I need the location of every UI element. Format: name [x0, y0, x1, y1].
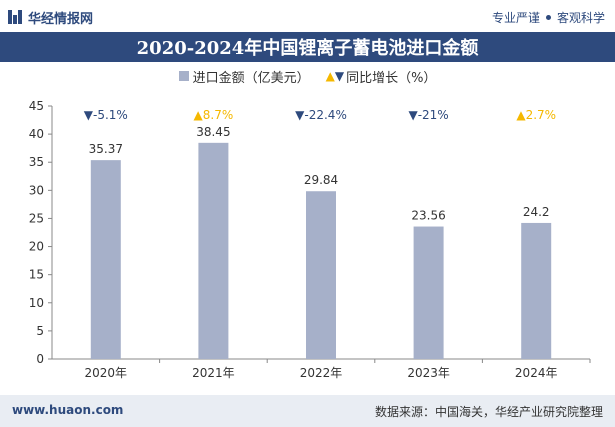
top-bar: 华经情报网 专业严谨 客观科学: [0, 0, 615, 32]
bar: [521, 222, 552, 359]
y-tick-label: 40: [29, 127, 44, 141]
chart-title: 2020-2024年中国锂离子蓄电池进口金额: [136, 38, 479, 59]
growth-value: 8.7%: [203, 108, 234, 122]
brand: 华经情报网: [8, 8, 94, 27]
growth-value: 2.7%: [526, 108, 557, 122]
down-triangle-icon: ▼: [408, 108, 418, 122]
up-triangle-icon: ▲: [194, 108, 204, 122]
footer-source: 数据来源：中国海关，华经产业研究院整理: [374, 405, 603, 419]
legend-label-import: 进口金额（亿美元）: [192, 70, 310, 86]
title-bar: 2020-2024年中国锂离子蓄电池进口金额: [0, 32, 615, 62]
footer: www.huaon.com 数据来源：中国海关，华经产业研究院整理: [0, 395, 615, 427]
x-tick-label: 2022年: [300, 366, 343, 380]
data-label: 35.37: [89, 142, 123, 156]
y-tick-label: 20: [29, 240, 44, 254]
tagline-left: 专业严谨: [491, 11, 540, 25]
data-label: 29.84: [304, 173, 338, 187]
x-tick-label: 2021年: [192, 366, 235, 380]
y-tick-label: 15: [29, 268, 44, 282]
bar-chart-logo-icon: [8, 10, 22, 24]
growth-value: -5.1%: [93, 108, 128, 122]
data-label: 38.45: [196, 125, 230, 139]
data-label: 24.2: [523, 205, 550, 219]
x-tick-label: 2024年: [515, 366, 558, 380]
data-label: 23.56: [411, 209, 445, 223]
legend-swatch: [178, 71, 189, 81]
y-tick-label: 10: [29, 296, 44, 310]
footer-url: www.huaon.com: [12, 403, 124, 417]
bar: [413, 226, 444, 359]
legend-label-growth: 同比增长（%）: [346, 70, 437, 86]
up-triangle-icon: ▲: [516, 108, 526, 122]
x-tick-label: 2023年: [407, 366, 450, 380]
growth-value: -22.4%: [304, 108, 346, 122]
growth-label: ▲2.7%: [516, 108, 556, 122]
y-tick-label: 5: [36, 324, 44, 338]
y-tick-label: 30: [29, 183, 44, 197]
y-tick-label: 45: [29, 99, 44, 113]
x-tick-label: 2020年: [85, 366, 128, 380]
bar: [90, 160, 121, 359]
brand-name: 华经情报网: [28, 11, 94, 27]
growth-label: ▼-22.4%: [295, 108, 347, 122]
growth-value: -21%: [418, 108, 449, 122]
bar: [198, 142, 229, 359]
tagline: 专业严谨 客观科学: [492, 9, 605, 26]
legend: 进口金额（亿美元） ▲▼ 同比增长（%）: [0, 66, 615, 86]
growth-label: ▼-5.1%: [84, 108, 128, 122]
growth-label: ▲8.7%: [194, 108, 234, 122]
down-triangle-icon: ▼: [84, 108, 94, 122]
y-tick-label: 35: [29, 155, 44, 169]
legend-item-import: 进口金额（亿美元）: [178, 67, 310, 86]
growth-label: ▼-21%: [408, 108, 448, 122]
y-tick-label: 0: [36, 352, 44, 366]
bar: [306, 191, 336, 359]
tagline-right: 客观科学: [556, 11, 605, 25]
down-triangle-icon: ▼: [295, 108, 305, 122]
dot-separator-icon: [545, 15, 551, 20]
legend-item-growth: ▲▼ 同比增长（%）: [326, 67, 437, 86]
up-down-triangle-icon: ▲▼: [325, 69, 345, 83]
y-tick-label: 25: [29, 211, 44, 225]
